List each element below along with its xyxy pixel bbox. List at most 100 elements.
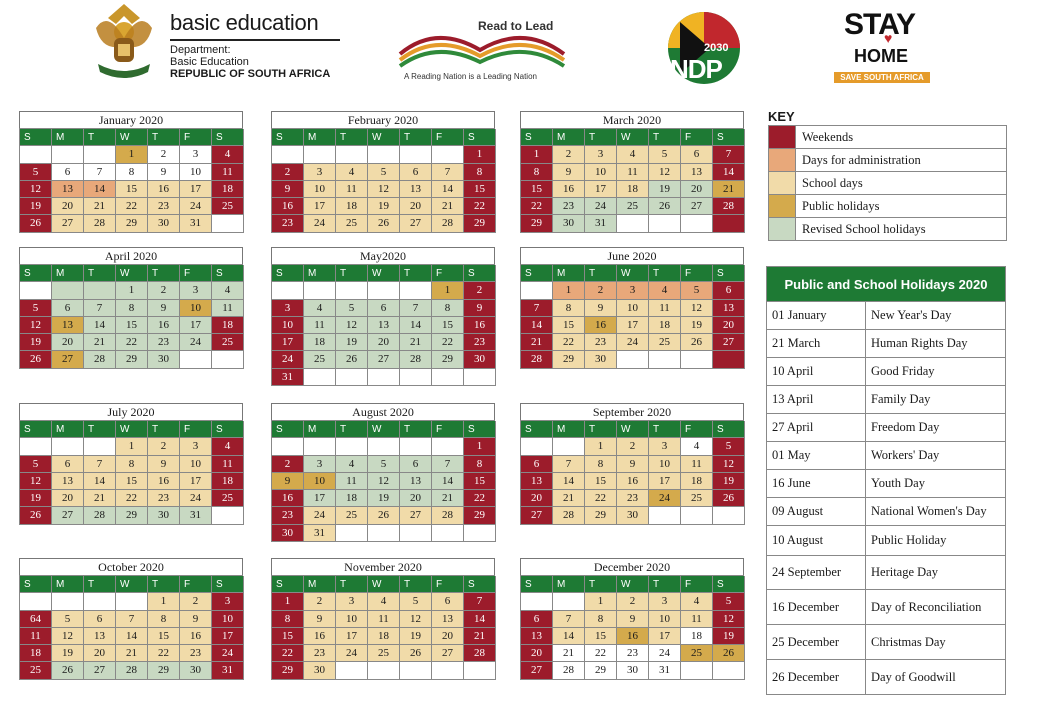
day-cell: 6 (681, 146, 713, 164)
day-cell (368, 524, 400, 543)
day-cell: 12 (713, 610, 745, 628)
day-cell: 15 (432, 316, 464, 335)
ndp-2030-logo: 2030 NDP (660, 8, 748, 86)
day-cell: 4 (304, 299, 336, 317)
day-cell (84, 146, 116, 164)
day-cell: 3 (212, 593, 244, 611)
day-cell (20, 593, 52, 611)
weekday-header: S (212, 421, 244, 439)
day-cell: 5 (20, 299, 52, 317)
day-cell: 29 (585, 507, 617, 525)
day-cell (432, 146, 464, 164)
day-cell (400, 662, 432, 680)
day-cell: 8 (116, 163, 148, 181)
day-cell (336, 662, 368, 680)
weekday-header: F (180, 265, 212, 283)
day-cell (84, 593, 116, 611)
day-cell: 27 (432, 645, 464, 663)
holiday-name: Heritage Day (865, 555, 1006, 590)
day-cell: 7 (400, 299, 432, 317)
day-cell: 2 (272, 163, 304, 181)
day-cell: 14 (432, 472, 464, 491)
weekday-header: S (521, 265, 553, 283)
day-cell: 4 (681, 593, 713, 611)
day-cell: 18 (681, 472, 713, 491)
day-cell: 17 (180, 180, 212, 199)
day-cell: 5 (368, 163, 400, 181)
month-calendar: September 2020 S M T W T F S 1 2 3 4 5 6 7 8 9 10 11 12 13 14… (520, 403, 745, 525)
dept-line-2: Basic Education (170, 56, 249, 68)
day-cell (432, 438, 464, 456)
day-cell (368, 368, 400, 387)
day-cell: 26 (681, 334, 713, 352)
weekday-header: S (20, 421, 52, 439)
day-cell: 14 (400, 316, 432, 335)
day-cell: 3 (304, 163, 336, 181)
day-cell: 10 (336, 610, 368, 628)
day-cell: 20 (432, 627, 464, 646)
weekday-header: S (272, 129, 304, 147)
day-cell: 19 (368, 198, 400, 216)
day-cell: 23 (272, 507, 304, 525)
weekday-header: S (713, 576, 745, 594)
holiday-row: 01 May Workers' Day (766, 441, 1006, 470)
day-cell: 24 (304, 215, 336, 233)
day-cell: 30 (617, 662, 649, 680)
holiday-date: 10 April (766, 357, 866, 386)
day-cell: 8 (148, 610, 180, 628)
day-cell: 10 (304, 180, 336, 199)
day-cell (212, 507, 244, 525)
day-cell: 29 (553, 351, 585, 369)
day-cell: 19 (713, 472, 745, 491)
day-cell: 23 (148, 334, 180, 352)
month-grid: S M T W T F S 1 2 3 4 5 6 7 8 9 10 11 12 13 14 15 16 17 18 19 20 21… (520, 264, 745, 369)
day-cell: 15 (521, 180, 553, 199)
month-title: May2020 (271, 247, 495, 264)
save-sa-text: SAVE SOUTH AFRICA (834, 72, 930, 83)
weekday-header: W (368, 421, 400, 439)
day-cell: 27 (521, 662, 553, 680)
day-cell (649, 507, 681, 525)
holiday-date: 01 May (766, 441, 866, 470)
day-cell: 18 (649, 316, 681, 335)
holiday-name: Family Day (865, 385, 1006, 414)
day-cell: 2 (617, 438, 649, 456)
day-cell: 24 (212, 645, 244, 663)
day-cell: 8 (553, 299, 585, 317)
day-cell: 26 (20, 507, 52, 525)
weekday-header: F (432, 576, 464, 594)
weekday-header: M (52, 265, 84, 283)
weekday-header: S (464, 265, 496, 283)
day-cell: 6 (52, 455, 84, 473)
day-cell: 17 (649, 627, 681, 646)
day-cell: 27 (368, 351, 400, 369)
day-cell: 24 (304, 507, 336, 525)
day-cell: 26 (52, 662, 84, 680)
day-cell: 12 (336, 316, 368, 335)
weekday-header: F (432, 129, 464, 147)
day-cell: 25 (681, 645, 713, 663)
holiday-row: 09 August National Women's Day (766, 497, 1006, 526)
day-cell (681, 351, 713, 369)
holiday-name: Freedom Day (865, 413, 1006, 442)
day-cell: 14 (464, 610, 496, 628)
day-cell (464, 524, 496, 543)
day-cell: 19 (368, 490, 400, 508)
weekday-header: F (180, 129, 212, 147)
day-cell: 30 (304, 662, 336, 680)
weekday-header: W (368, 265, 400, 283)
dept-title: basic education (170, 10, 319, 35)
day-cell: 24 (180, 490, 212, 508)
day-cell: 30 (553, 215, 585, 233)
key-legend: Weekends Days for administration School da… (768, 125, 1007, 241)
weekday-header: F (681, 129, 713, 147)
day-cell (304, 146, 336, 164)
day-cell: 23 (148, 198, 180, 216)
day-cell (52, 438, 84, 456)
day-cell: 5 (400, 593, 432, 611)
day-cell (336, 368, 368, 387)
day-cell: 10 (212, 610, 244, 628)
day-cell: 22 (585, 490, 617, 508)
weekday-header: T (585, 576, 617, 594)
key-swatch (768, 194, 796, 218)
